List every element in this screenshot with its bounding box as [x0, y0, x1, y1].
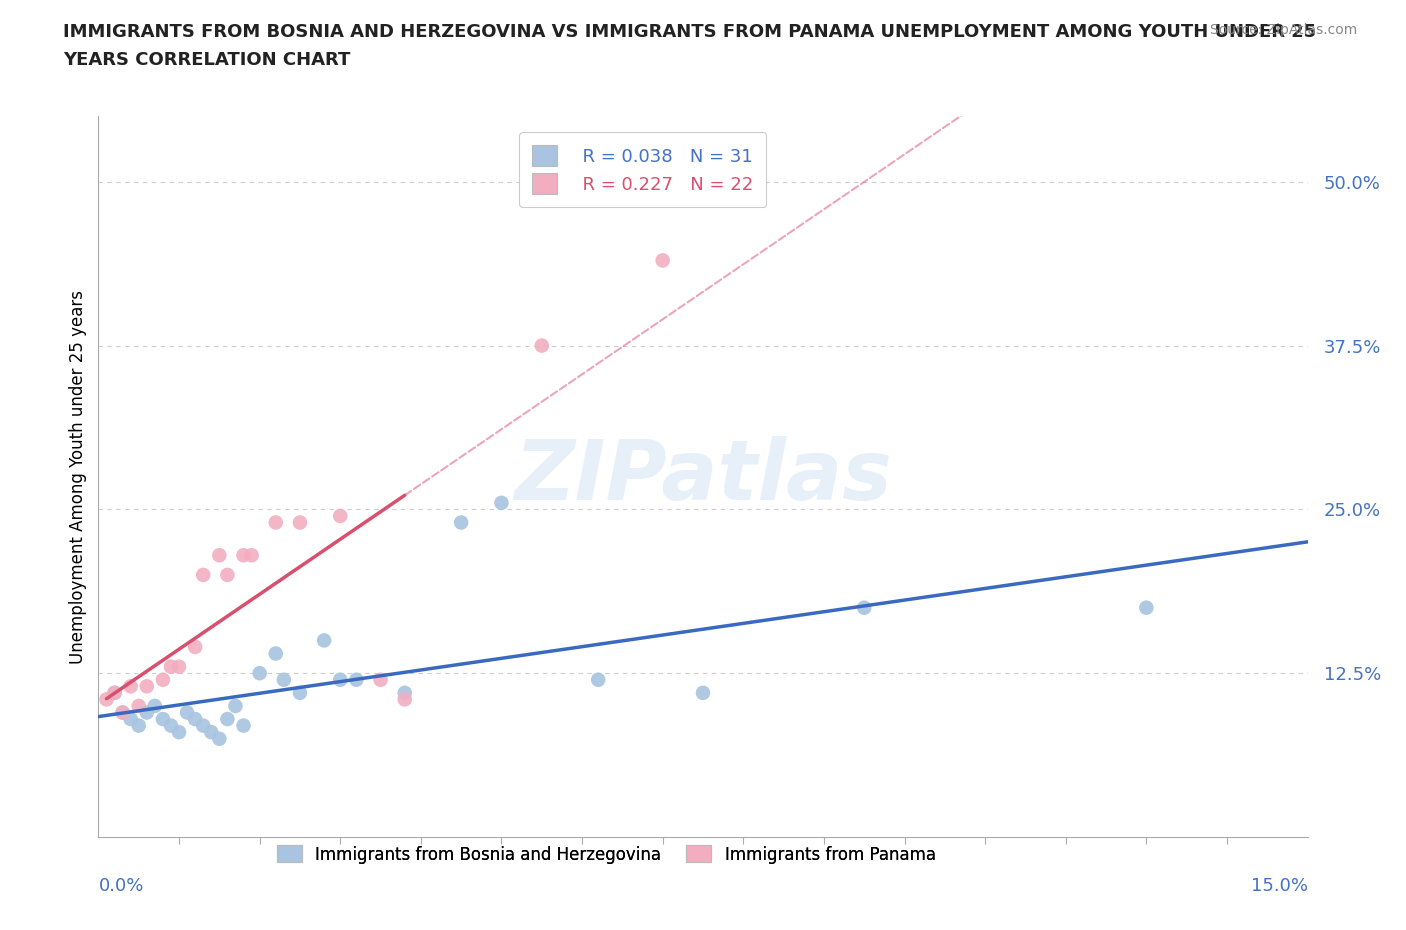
Point	[288, 515, 311, 530]
Point	[135, 679, 157, 694]
Point	[288, 685, 311, 700]
Point	[217, 567, 239, 582]
Point	[249, 666, 271, 681]
Point	[450, 515, 472, 530]
Text: 15.0%: 15.0%	[1250, 877, 1308, 895]
Point	[344, 672, 367, 687]
Text: 0.0%: 0.0%	[98, 877, 143, 895]
Point	[370, 672, 392, 687]
Point	[240, 548, 263, 563]
Point	[530, 339, 553, 353]
Point	[96, 692, 118, 707]
Point	[128, 698, 150, 713]
Point	[111, 705, 134, 720]
Point	[394, 692, 416, 707]
Point	[167, 659, 190, 674]
Text: YEARS CORRELATION CHART: YEARS CORRELATION CHART	[63, 51, 350, 69]
Point	[152, 672, 174, 687]
Point	[329, 509, 352, 524]
Point	[224, 698, 246, 713]
Point	[232, 718, 254, 733]
Point	[853, 600, 876, 615]
Point	[273, 672, 295, 687]
Point	[586, 672, 609, 687]
Point	[232, 548, 254, 563]
Text: IMMIGRANTS FROM BOSNIA AND HERZEGOVINA VS IMMIGRANTS FROM PANAMA UNEMPLOYMENT AM: IMMIGRANTS FROM BOSNIA AND HERZEGOVINA V…	[63, 23, 1316, 41]
Point	[160, 659, 183, 674]
Point	[208, 548, 231, 563]
Point	[184, 711, 207, 726]
Point	[128, 718, 150, 733]
Point	[200, 724, 222, 739]
Point	[264, 515, 287, 530]
Point	[1135, 600, 1157, 615]
Point	[264, 646, 287, 661]
Point	[491, 496, 513, 511]
Point	[314, 633, 336, 648]
Point	[651, 253, 673, 268]
Point	[103, 685, 125, 700]
Point	[120, 679, 142, 694]
Point	[111, 705, 134, 720]
Text: Source: ZipAtlas.com: Source: ZipAtlas.com	[1209, 23, 1357, 37]
Point	[167, 724, 190, 739]
Text: ZIPatlas: ZIPatlas	[515, 436, 891, 517]
Point	[329, 672, 352, 687]
Point	[176, 705, 198, 720]
Point	[143, 698, 166, 713]
Point	[160, 718, 183, 733]
Point	[120, 711, 142, 726]
Point	[103, 685, 125, 700]
Point	[135, 705, 157, 720]
Point	[394, 685, 416, 700]
Legend: Immigrants from Bosnia and Herzegovina, Immigrants from Panama: Immigrants from Bosnia and Herzegovina, …	[269, 837, 943, 872]
Point	[152, 711, 174, 726]
Point	[193, 567, 215, 582]
Point	[208, 731, 231, 746]
Point	[217, 711, 239, 726]
Point	[193, 718, 215, 733]
Y-axis label: Unemployment Among Youth under 25 years: Unemployment Among Youth under 25 years	[69, 289, 87, 664]
Point	[184, 640, 207, 655]
Point	[692, 685, 714, 700]
